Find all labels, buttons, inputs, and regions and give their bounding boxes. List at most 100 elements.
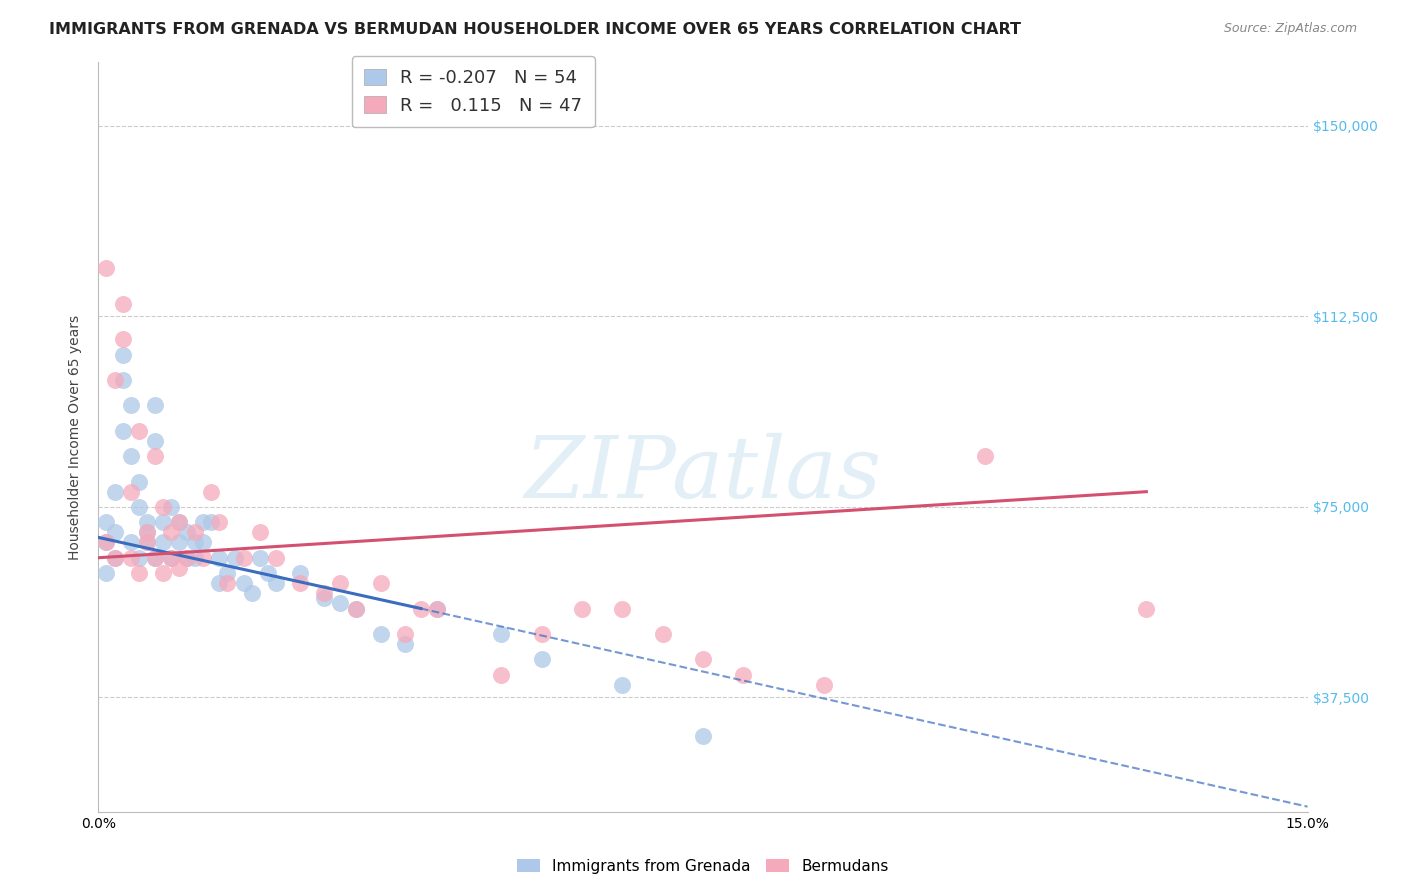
Point: [232, 576, 254, 591]
Point: [135, 535, 157, 549]
Point: [120, 398, 142, 412]
Point: [394, 637, 416, 651]
Point: [184, 535, 207, 549]
Point: [370, 576, 392, 591]
Point: [120, 449, 142, 463]
Point: [184, 525, 207, 540]
Legend: Immigrants from Grenada, Bermudans: Immigrants from Grenada, Bermudans: [512, 853, 894, 880]
Point: [160, 525, 183, 540]
Point: [103, 550, 125, 565]
Point: [692, 729, 714, 743]
Text: ZIPatlas: ZIPatlas: [524, 434, 882, 516]
Point: [612, 601, 634, 615]
Point: [111, 424, 134, 438]
Point: [530, 627, 553, 641]
Point: [152, 535, 174, 549]
Point: [96, 515, 118, 529]
Point: [176, 550, 198, 565]
Legend: R = -0.207   N = 54, R =   0.115   N = 47: R = -0.207 N = 54, R = 0.115 N = 47: [352, 56, 595, 128]
Point: [135, 525, 157, 540]
Y-axis label: Householder Income Over 65 years: Householder Income Over 65 years: [69, 315, 83, 559]
Point: [167, 515, 190, 529]
Point: [974, 449, 997, 463]
Text: IMMIGRANTS FROM GRENADA VS BERMUDAN HOUSEHOLDER INCOME OVER 65 YEARS CORRELATION: IMMIGRANTS FROM GRENADA VS BERMUDAN HOUS…: [49, 22, 1021, 37]
Point: [409, 601, 432, 615]
Point: [128, 550, 150, 565]
Point: [103, 484, 125, 499]
Point: [103, 373, 125, 387]
Point: [344, 601, 367, 615]
Point: [111, 297, 134, 311]
Point: [167, 561, 190, 575]
Point: [394, 627, 416, 641]
Point: [143, 550, 166, 565]
Point: [111, 373, 134, 387]
Point: [135, 535, 157, 549]
Point: [128, 500, 150, 514]
Point: [651, 627, 673, 641]
Point: [733, 667, 755, 681]
Point: [208, 550, 231, 565]
Point: [491, 627, 513, 641]
Point: [176, 525, 198, 540]
Point: [120, 535, 142, 549]
Point: [143, 398, 166, 412]
Point: [344, 601, 367, 615]
Point: [160, 550, 183, 565]
Point: [329, 597, 352, 611]
Point: [217, 566, 239, 580]
Point: [120, 550, 142, 565]
Point: [128, 475, 150, 489]
Point: [103, 550, 125, 565]
Point: [128, 424, 150, 438]
Point: [491, 667, 513, 681]
Point: [370, 627, 392, 641]
Point: [193, 535, 215, 549]
Point: [176, 550, 198, 565]
Point: [1135, 601, 1157, 615]
Point: [143, 550, 166, 565]
Point: [612, 678, 634, 692]
Point: [208, 576, 231, 591]
Point: [217, 576, 239, 591]
Point: [160, 500, 183, 514]
Point: [160, 550, 183, 565]
Point: [314, 586, 336, 600]
Point: [128, 566, 150, 580]
Point: [264, 576, 287, 591]
Point: [249, 525, 271, 540]
Point: [103, 525, 125, 540]
Point: [193, 515, 215, 529]
Point: [232, 550, 254, 565]
Text: Source: ZipAtlas.com: Source: ZipAtlas.com: [1223, 22, 1357, 36]
Point: [224, 550, 246, 565]
Point: [813, 678, 835, 692]
Point: [96, 535, 118, 549]
Point: [135, 525, 157, 540]
Point: [184, 550, 207, 565]
Point: [314, 591, 336, 606]
Point: [111, 347, 134, 361]
Point: [152, 515, 174, 529]
Point: [152, 566, 174, 580]
Point: [193, 550, 215, 565]
Point: [240, 586, 263, 600]
Point: [264, 550, 287, 565]
Point: [96, 566, 118, 580]
Point: [329, 576, 352, 591]
Point: [96, 261, 118, 276]
Point: [571, 601, 593, 615]
Point: [167, 515, 190, 529]
Point: [256, 566, 278, 580]
Point: [143, 449, 166, 463]
Point: [288, 566, 311, 580]
Point: [120, 484, 142, 499]
Point: [249, 550, 271, 565]
Point: [288, 576, 311, 591]
Point: [167, 535, 190, 549]
Point: [426, 601, 449, 615]
Point: [208, 515, 231, 529]
Point: [426, 601, 449, 615]
Point: [111, 332, 134, 346]
Point: [530, 652, 553, 666]
